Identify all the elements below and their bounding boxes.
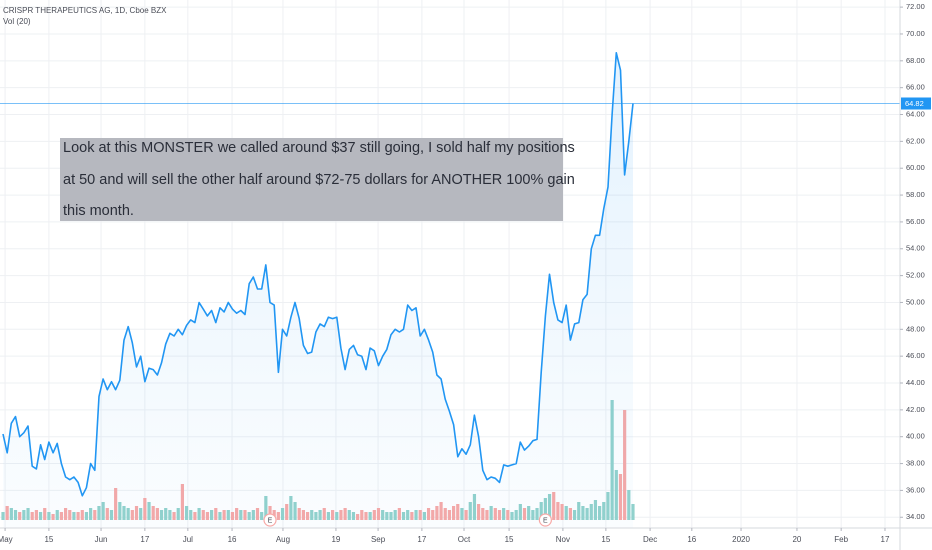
price-line — [2, 52, 634, 497]
area — [3, 52, 633, 529]
y-tick-label: 66.00 — [906, 83, 925, 92]
annotation-line: at 50 and will sell the other half aroun… — [63, 172, 575, 188]
x-tick-label: 20 — [792, 535, 801, 544]
plot — [0, 52, 900, 529]
y-tick-label: 34.00 — [906, 512, 925, 521]
x-tick-label: Dec — [643, 535, 657, 544]
y-tick-label: 42.00 — [906, 405, 925, 414]
earnings-label: E — [268, 517, 273, 524]
x-tick-label: Aug — [276, 535, 290, 544]
x-tick-label: Sep — [371, 535, 386, 544]
annotation-line: Look at this MONSTER we called around $3… — [63, 140, 575, 156]
y-tick-label: 38.00 — [906, 459, 925, 468]
annotation-box — [60, 138, 563, 221]
x-tick-label: 17 — [881, 535, 890, 544]
y-tick-label: 50.00 — [906, 297, 925, 306]
earnings-marker — [538, 513, 552, 527]
y-tick-label: 70.00 — [906, 29, 925, 38]
x-tick-label: May — [0, 535, 13, 544]
earnings-label: E — [543, 517, 548, 524]
x-tick-label: Jul — [183, 535, 193, 544]
y-tick-label: 72.00 — [906, 2, 925, 11]
x-tick-label: 17 — [417, 535, 426, 544]
last-price-tag — [901, 97, 931, 110]
earnings-marker — [263, 513, 277, 527]
x-tick-label: 2020 — [732, 535, 750, 544]
y-tick-label: 40.00 — [906, 432, 925, 441]
y-tick-label: 68.00 — [906, 56, 925, 65]
chart-title: CRISPR THERAPEUTICS AG, 1D, Cboe BZX — [3, 6, 167, 15]
y-tick-label: 58.00 — [906, 190, 925, 199]
annotation-line: this month. — [63, 203, 134, 219]
x-tick-label: Jun — [95, 535, 108, 544]
y-tick-label: 60.00 — [906, 163, 925, 172]
x-tick-label: Nov — [556, 535, 570, 544]
last-price-label: 64.82 — [905, 99, 924, 108]
x-tick-label: Oct — [458, 535, 471, 544]
y-tick-label: 48.00 — [906, 324, 925, 333]
x-tick-label: Feb — [834, 535, 848, 544]
y-tick-label: 56.00 — [906, 217, 925, 226]
y-tick-label: 44.00 — [906, 378, 925, 387]
x-tick-label: 19 — [331, 535, 340, 544]
x-tick-label: 15 — [505, 535, 514, 544]
x-tick-label: 16 — [228, 535, 237, 544]
y-tick-label: 54.00 — [906, 244, 925, 253]
x-tick-label: 15 — [601, 535, 610, 544]
y-tick-label: 36.00 — [906, 485, 925, 494]
x-tick-label: 17 — [140, 535, 149, 544]
y-tick-label: 64.00 — [906, 109, 925, 118]
y-tick-label: 62.00 — [906, 136, 925, 145]
volume-label: Vol (20) — [3, 17, 31, 26]
y-tick-label: 46.00 — [906, 351, 925, 360]
x-tick-label: 16 — [687, 535, 696, 544]
y-tick-label: 52.00 — [906, 271, 925, 280]
x-tick-label: 15 — [44, 535, 53, 544]
